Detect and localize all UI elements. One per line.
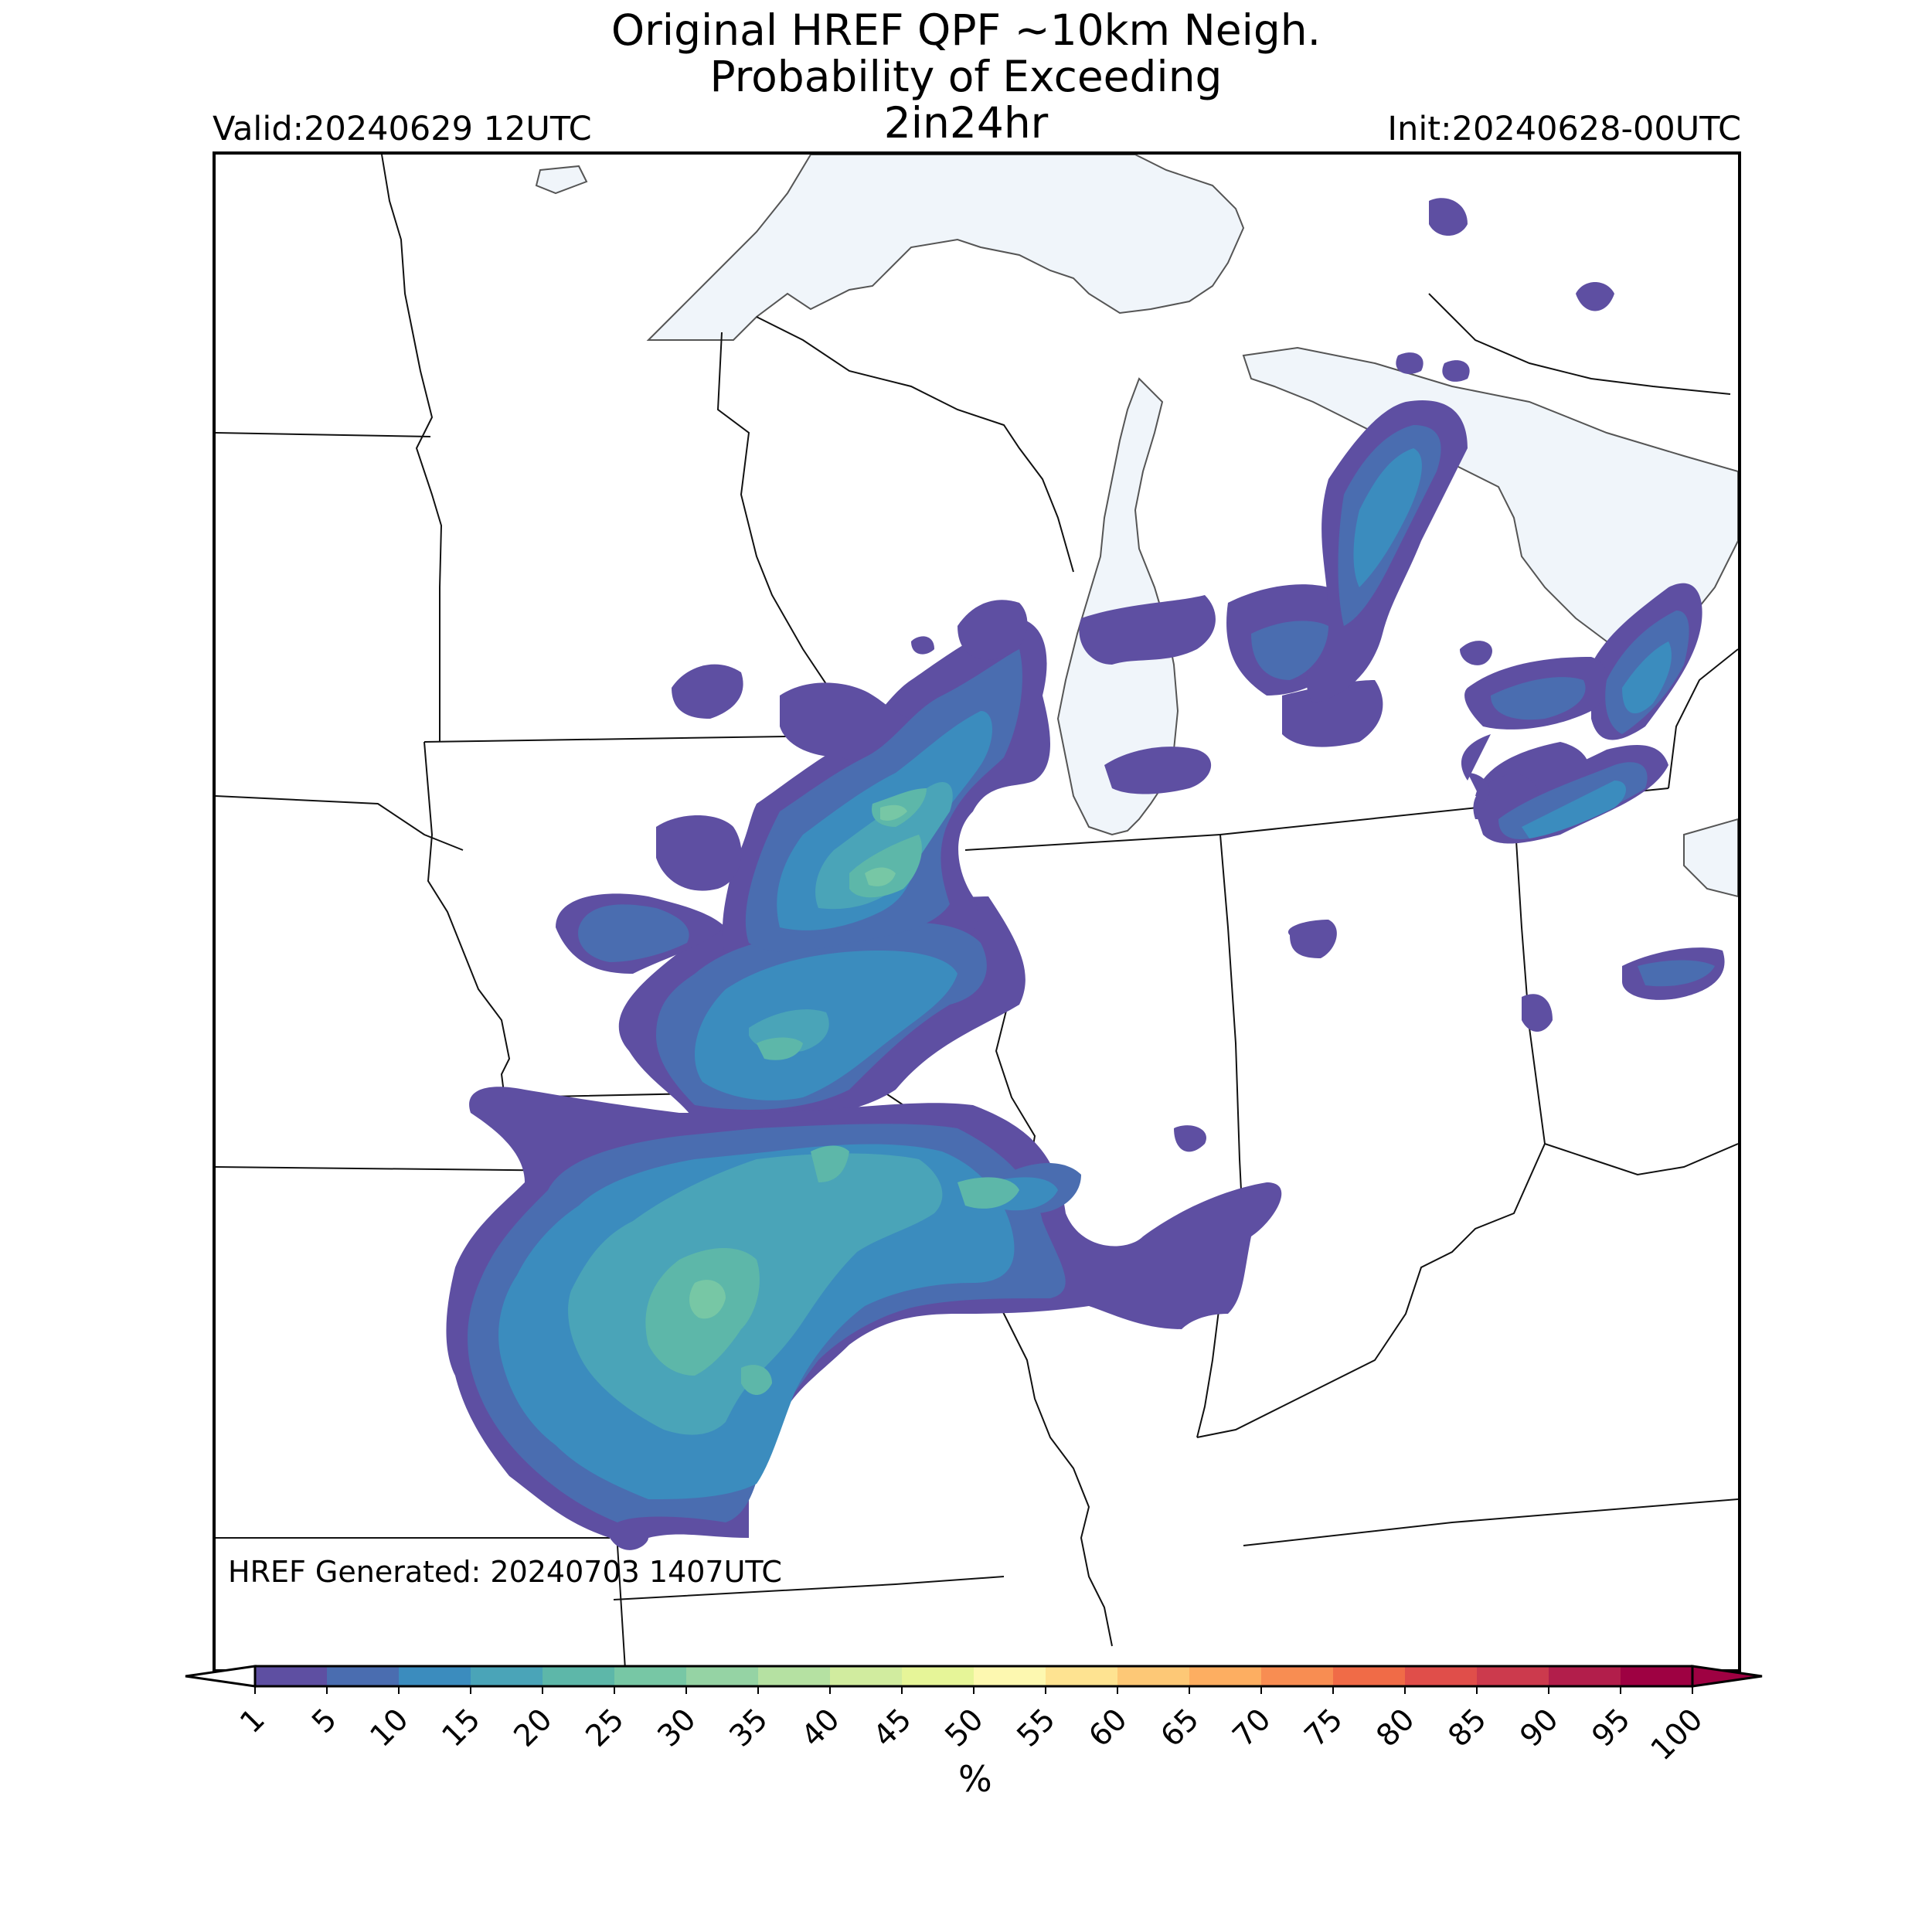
border-sd-ne xyxy=(216,432,431,437)
title-line-1: Original HREF QPF ~10km Neigh. xyxy=(611,5,1321,55)
title-line-3: 2in24hr xyxy=(883,98,1049,148)
colorbar-min-extend xyxy=(185,1665,257,1688)
border-ohio-river xyxy=(1196,1142,1738,1438)
lake-michigan xyxy=(1056,377,1179,836)
colorbar-segment xyxy=(543,1666,615,1686)
colorbar-segment xyxy=(1405,1666,1478,1686)
border-ne-ks xyxy=(216,795,464,851)
border-mo-ar xyxy=(613,1576,1005,1600)
colorbar-segment xyxy=(902,1666,975,1686)
probability-field xyxy=(446,198,1725,1550)
colorbar-segment xyxy=(1261,1666,1334,1686)
colorbar-segment xyxy=(327,1666,400,1686)
colorbar-segment xyxy=(686,1666,759,1686)
colorbar-segment xyxy=(399,1666,471,1686)
colorbar-segment xyxy=(974,1666,1046,1686)
border-ia-ne xyxy=(423,741,511,1106)
colorbar-segment xyxy=(1549,1666,1621,1686)
border-wi-il xyxy=(964,834,1221,851)
lake-erie-edge xyxy=(1683,818,1738,898)
title-line-2: Probability of Exceeding xyxy=(709,52,1223,101)
colorbar-segment xyxy=(1117,1666,1190,1686)
colorbar-max-extend xyxy=(1691,1665,1763,1688)
colorbar-segment xyxy=(1046,1666,1118,1686)
map-panel: HREF Generated: 20240703 1407UTC xyxy=(213,151,1741,1672)
border-up xyxy=(756,316,1074,573)
map-canvas xyxy=(216,155,1738,1669)
colorbar-segment xyxy=(758,1666,831,1686)
lake-superior xyxy=(646,155,1245,341)
init-time: Init:20240628-00UTC xyxy=(1387,110,1741,148)
colorbar-unit-label: % xyxy=(958,1758,992,1800)
colorbar-segment xyxy=(614,1666,687,1686)
border-mi-oh xyxy=(1668,648,1738,789)
colorbar-segment xyxy=(830,1666,903,1686)
colorbar-segment xyxy=(1189,1666,1262,1686)
colorbar-segment xyxy=(255,1666,328,1686)
border-ky-tn xyxy=(1243,1498,1738,1546)
prob-level-30 xyxy=(689,804,907,1319)
small-lake-north xyxy=(535,165,588,195)
border-in-oh xyxy=(1513,803,1546,1145)
colorbar-segment xyxy=(1621,1666,1693,1686)
generated-time: HREF Generated: 20240703 1407UTC xyxy=(228,1555,782,1589)
great-lakes xyxy=(535,155,1738,898)
border-mn-nd xyxy=(381,155,443,742)
valid-time: Valid:20240629 12UTC xyxy=(213,110,592,148)
colorbar-segment xyxy=(1333,1666,1406,1686)
border-ca-mi xyxy=(1428,293,1731,395)
colorbar-segment xyxy=(1477,1666,1549,1686)
colorbar-segment xyxy=(471,1666,543,1686)
